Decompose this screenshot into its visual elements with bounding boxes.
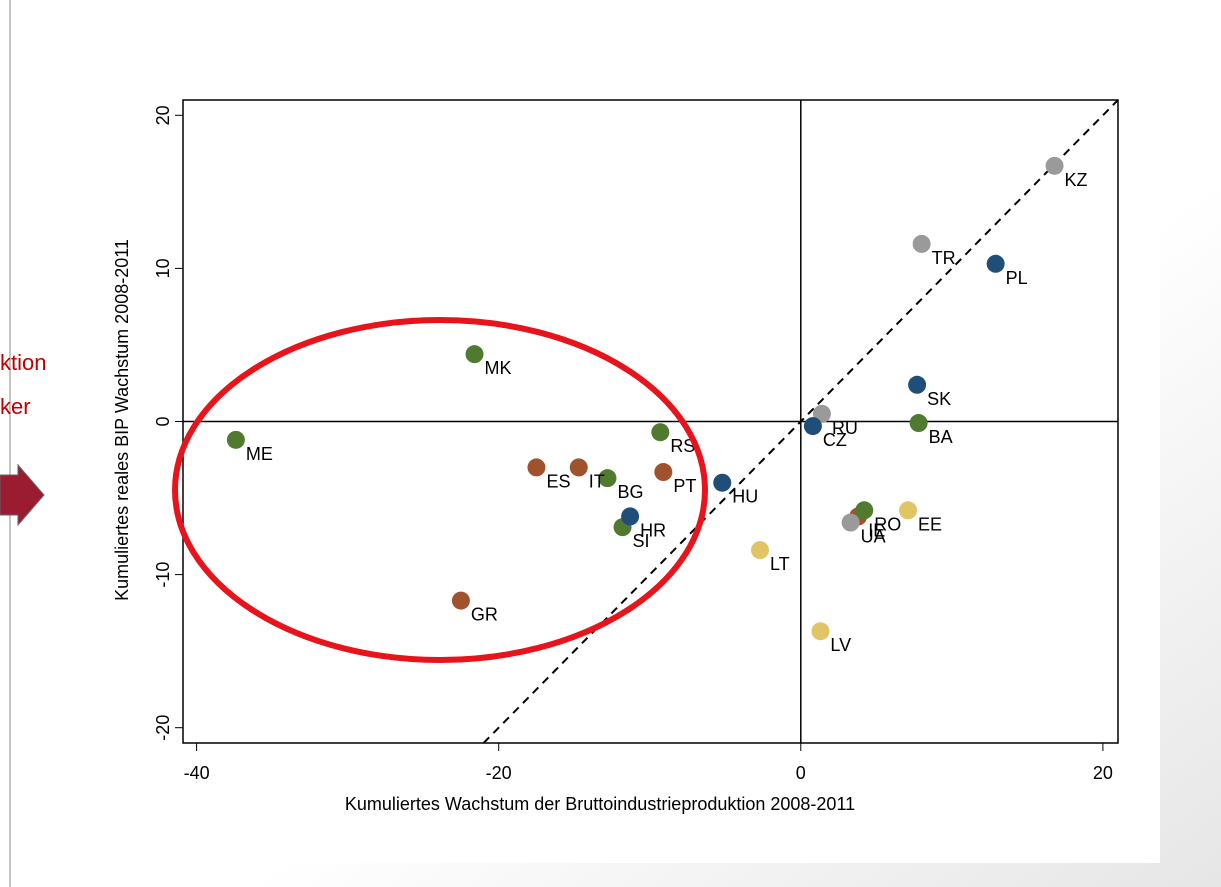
point: [654, 463, 673, 482]
y-tick-label: 10: [153, 258, 173, 278]
point: [569, 458, 588, 477]
point-label: HU: [732, 487, 758, 507]
point-label: BG: [617, 482, 643, 502]
point: [527, 458, 546, 477]
point-label: TR: [932, 248, 956, 268]
point: [986, 254, 1005, 273]
x-tick-label: 0: [796, 763, 806, 783]
point-label: SK: [927, 389, 951, 409]
point-label: ES: [546, 471, 570, 491]
point-label: LV: [830, 635, 851, 655]
point: [855, 501, 874, 520]
point: [909, 414, 928, 433]
y-tick-label: -10: [153, 562, 173, 588]
point-label: IE: [868, 520, 885, 540]
point-label: KZ: [1065, 170, 1088, 190]
point-label: IT: [589, 471, 605, 491]
point-label: HR: [640, 520, 666, 540]
point-label: ME: [246, 444, 273, 464]
arrow: [0, 463, 45, 527]
annotation: ktion: [0, 350, 46, 375]
point-label: GR: [471, 605, 498, 625]
point-label: EE: [918, 514, 942, 534]
y-tick-label: 20: [153, 105, 173, 125]
y-tick-label: 0: [153, 416, 173, 426]
point: [465, 345, 484, 364]
point-label: MK: [485, 358, 512, 378]
x-axis-label: Kumuliertes Wachstum der Bruttoindustrie…: [345, 794, 855, 814]
x-tick-label: -20: [486, 763, 512, 783]
point: [899, 501, 918, 520]
point-label: RS: [670, 436, 695, 456]
point-label: BA: [929, 427, 953, 447]
point: [803, 417, 822, 436]
point: [451, 591, 470, 610]
point: [811, 622, 830, 641]
y-tick-label: -20: [153, 715, 173, 741]
point: [912, 234, 931, 253]
highlight-ellipse: [172, 317, 708, 663]
point: [226, 430, 245, 449]
x-tick-label: 20: [1093, 763, 1113, 783]
point: [751, 541, 770, 560]
point-label: LT: [770, 554, 790, 574]
point-label: SI: [633, 531, 650, 551]
point-label: PT: [673, 476, 696, 496]
point-label: RO: [874, 514, 901, 534]
point-label: UA: [861, 527, 886, 547]
chart-background: [60, 55, 1160, 863]
point: [621, 507, 640, 526]
point: [713, 473, 732, 492]
point-label: PL: [1006, 268, 1028, 288]
point-label: CZ: [823, 430, 847, 450]
point: [651, 423, 670, 442]
point: [908, 375, 927, 394]
annotation: ker: [0, 394, 31, 419]
point-label: RU: [832, 418, 858, 438]
point: [841, 513, 860, 532]
y-axis-label: Kumuliertes reales BIP Wachstum 2008-201…: [112, 239, 132, 601]
diagonal-line: [482, 99, 1119, 744]
x-tick-label: -40: [184, 763, 210, 783]
point: [598, 469, 617, 488]
point: [1045, 156, 1064, 175]
